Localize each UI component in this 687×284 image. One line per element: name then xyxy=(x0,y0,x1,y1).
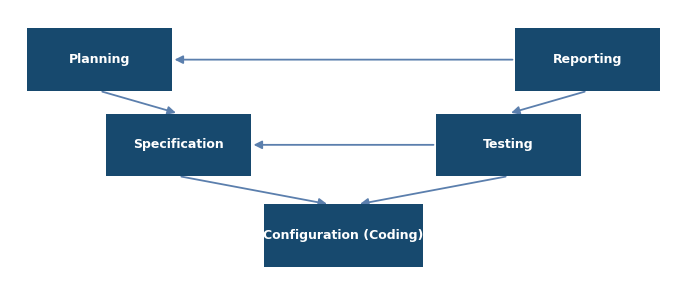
Text: Testing: Testing xyxy=(483,138,534,151)
FancyBboxPatch shape xyxy=(106,114,251,176)
Text: Specification: Specification xyxy=(133,138,224,151)
Text: Configuration (Coding): Configuration (Coding) xyxy=(263,229,424,242)
Text: Planning: Planning xyxy=(69,53,131,66)
FancyBboxPatch shape xyxy=(436,114,581,176)
FancyBboxPatch shape xyxy=(515,28,660,91)
Text: Reporting: Reporting xyxy=(553,53,622,66)
FancyBboxPatch shape xyxy=(27,28,172,91)
FancyBboxPatch shape xyxy=(264,204,423,267)
